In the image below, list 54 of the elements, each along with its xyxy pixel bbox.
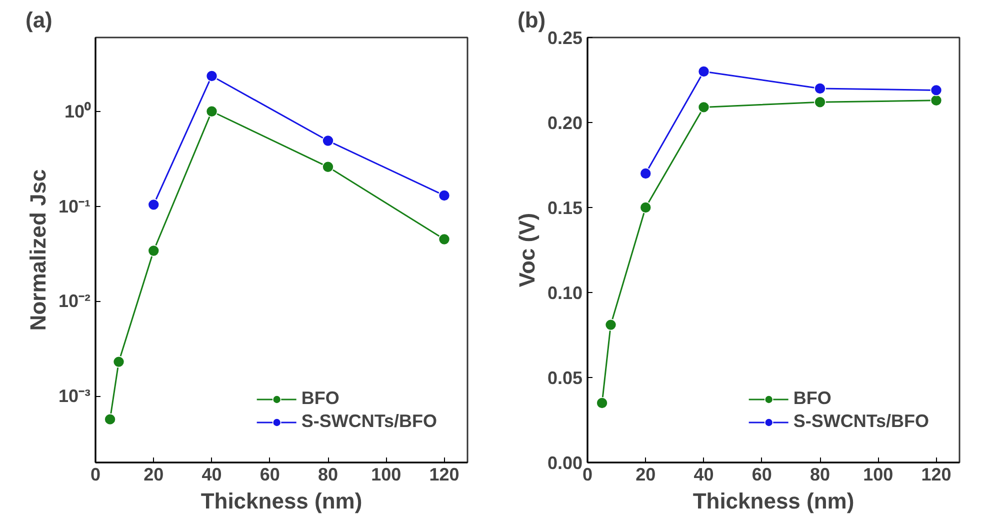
point — [640, 168, 652, 180]
x-tick-label: 0 — [582, 464, 593, 484]
point — [698, 101, 710, 114]
x-axis-title: Thickness (nm) — [200, 488, 362, 514]
point — [596, 397, 608, 409]
point — [438, 233, 450, 246]
y-axis-title: Normalized Jsc — [25, 169, 50, 331]
y-tick-label: 0.15 — [547, 198, 583, 218]
point — [814, 96, 826, 108]
point — [438, 190, 450, 202]
x-tick-label: 20 — [636, 464, 656, 484]
y-tick-label: 0.05 — [547, 368, 583, 388]
point — [112, 356, 125, 368]
x-axis-title: Thickness (nm) — [692, 488, 854, 514]
legend-label: S-SWCNTs/BFO — [793, 411, 929, 432]
y-tick-label: 10⁻² — [58, 291, 91, 312]
y-tick-label: 10⁰ — [64, 101, 92, 122]
point — [206, 105, 218, 118]
y-tick-label: 10⁻¹ — [58, 196, 91, 216]
point — [104, 413, 116, 426]
point — [698, 66, 710, 78]
point — [206, 70, 218, 82]
x-tick-label: 80 — [810, 464, 830, 484]
y-tick-label: 0.20 — [547, 113, 583, 133]
point — [640, 202, 652, 214]
y-tick-label: 0.10 — [547, 283, 583, 303]
point — [604, 318, 617, 331]
x-tick-label: 100 — [371, 464, 402, 484]
y-tick-label: 0.25 — [547, 28, 583, 48]
x-tick-label: 40 — [202, 464, 222, 484]
point — [322, 134, 334, 147]
chart-title: (a) — [26, 8, 52, 32]
legend-label: S-SWCNTs/BFO — [301, 411, 437, 432]
x-tick-label: 0 — [90, 464, 101, 484]
chart-title: (b) — [518, 8, 546, 32]
y-axis-title: Voc (V) — [514, 212, 540, 288]
y-tick-label: 0.00 — [547, 453, 583, 473]
x-tick-label: 100 — [863, 464, 894, 484]
x-tick-label: 60 — [260, 464, 280, 484]
point — [148, 198, 160, 211]
x-tick-label: 40 — [694, 464, 714, 484]
point — [930, 84, 942, 96]
x-tick-label: 20 — [144, 464, 164, 484]
point — [814, 82, 826, 94]
x-tick-label: 80 — [318, 464, 338, 484]
point — [148, 244, 160, 257]
x-tick-label: 120 — [921, 464, 952, 484]
legend-label: BFO — [793, 388, 832, 409]
x-tick-label: 60 — [752, 464, 772, 484]
legend-label: BFO — [301, 388, 340, 409]
point — [930, 94, 942, 106]
y-tick-label: 10⁻³ — [58, 386, 91, 406]
x-tick-label: 120 — [429, 464, 460, 484]
point — [322, 161, 334, 173]
